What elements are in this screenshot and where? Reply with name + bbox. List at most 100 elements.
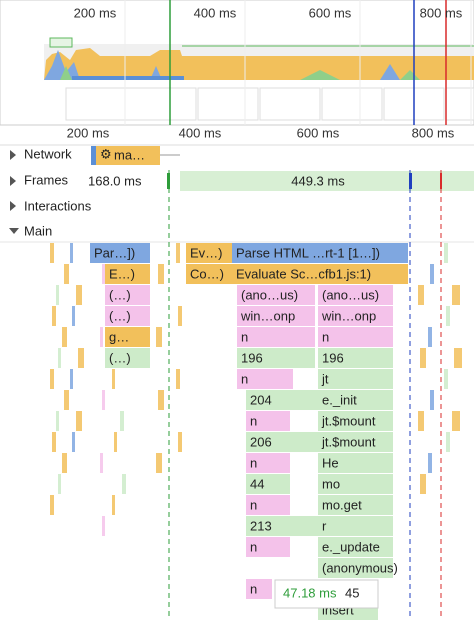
flame-event[interactable] [318,327,393,347]
overview-tick-label: 800 ms [420,5,463,20]
flame-sliver [56,411,59,431]
flame-label: n [250,497,257,512]
flame-event[interactable] [246,390,318,410]
flame-event[interactable] [105,348,150,368]
flame-event[interactable] [246,495,290,515]
flame-sliver [444,369,448,389]
flame-label: 44 [250,476,264,491]
flame-sliver [452,411,460,431]
flame-event[interactable] [105,285,150,305]
flame-sliver [430,264,434,284]
flame-event[interactable] [186,264,232,284]
overview-tick-label: 200 ms [74,5,117,20]
flame-event[interactable] [246,537,290,557]
flame-event[interactable] [186,243,232,263]
flame-label: win…onp [321,308,376,323]
flame-event[interactable] [318,516,393,536]
track-label[interactable]: Frames [24,172,69,187]
collapse-arrow[interactable] [9,228,19,234]
flame-event[interactable] [318,474,393,494]
flame-label: mo.get [322,497,362,512]
flame-event[interactable] [246,474,290,494]
flame-sliver [446,306,450,326]
flame-event[interactable] [232,264,408,284]
flame-sliver [76,285,82,305]
track-label[interactable]: Network [24,146,72,161]
flame-label: jt.$mount [321,413,376,428]
request-label: ma… [114,147,145,162]
flame-sliver [452,285,460,305]
flame-sliver [428,327,432,347]
flame-label: n [250,539,257,554]
flame-sliver [158,390,164,410]
flame-sliver [102,390,105,410]
flame-event[interactable] [246,432,318,452]
flame-label: Evaluate Sc…cfb1.js:1) [236,266,371,281]
flame-sliver [176,369,180,389]
flame-label: r [322,518,327,533]
flame-event[interactable] [105,327,150,347]
flame-event[interactable] [318,369,393,389]
ruler-tick-label: 200 ms [67,125,110,140]
flame-label: n [241,329,248,344]
flame-label: He [322,455,339,470]
flame-sliver [52,432,56,452]
track-label[interactable]: Main [24,223,52,238]
flame-sliver [52,306,56,326]
flame-event[interactable] [318,285,393,305]
flame-event[interactable] [246,453,290,473]
flame-label: 213 [250,518,272,533]
flame-event[interactable] [246,579,272,599]
overview-tick-label: 600 ms [309,5,352,20]
flame-event[interactable] [318,453,393,473]
flame-event[interactable] [246,411,290,431]
flame-sliver [446,432,450,452]
track-label[interactable]: Interactions [24,198,92,213]
flame-event[interactable] [105,264,150,284]
flame-sliver [76,411,82,431]
expand-arrow[interactable] [10,176,16,186]
expand-arrow[interactable] [10,150,16,160]
flame-event[interactable] [246,516,318,536]
screenshots [65,87,474,121]
flame-event[interactable] [318,558,393,578]
frame[interactable] [180,171,408,191]
flame-event[interactable] [318,432,393,452]
flame-sliver [420,474,426,494]
flame-label: (anonymous) [322,560,398,575]
flame-sliver [62,327,67,347]
flame-label: win…onp [240,308,295,323]
flame-label: Parse HTML …rt-1 [1…]) [236,245,380,260]
flame-sliver [114,432,117,452]
flame-label: n [241,371,248,386]
flame-event[interactable] [318,306,393,326]
flame-sliver [70,243,73,263]
flame-event[interactable] [105,306,150,326]
flame-sliver [72,306,75,326]
flame-label: (ano…us) [322,287,379,302]
flame-label: n [250,581,257,596]
flame-sliver [78,348,84,368]
flame-event[interactable] [237,285,315,305]
flame-label: 206 [250,434,272,449]
flame-event[interactable] [318,537,393,557]
flame-event[interactable] [90,243,150,263]
flame-sliver [122,474,126,494]
tooltip-duration: 47.18 ms [283,585,337,600]
cpu-scripting [44,48,474,80]
flame-event[interactable] [232,243,408,263]
flame-event[interactable] [318,411,393,431]
flame-sliver [100,327,103,347]
network-bar [72,76,184,80]
flame-event[interactable] [237,306,315,326]
flame-event[interactable] [237,348,315,368]
flame-event[interactable] [318,495,393,515]
flame-event[interactable] [237,369,293,389]
flame-event[interactable] [318,390,393,410]
expand-arrow[interactable] [10,201,16,211]
flame-event[interactable] [318,348,393,368]
flame-label: n [250,455,257,470]
flame-event[interactable] [237,327,315,347]
network-request[interactable] [95,146,160,165]
flame-sliver [62,453,67,473]
